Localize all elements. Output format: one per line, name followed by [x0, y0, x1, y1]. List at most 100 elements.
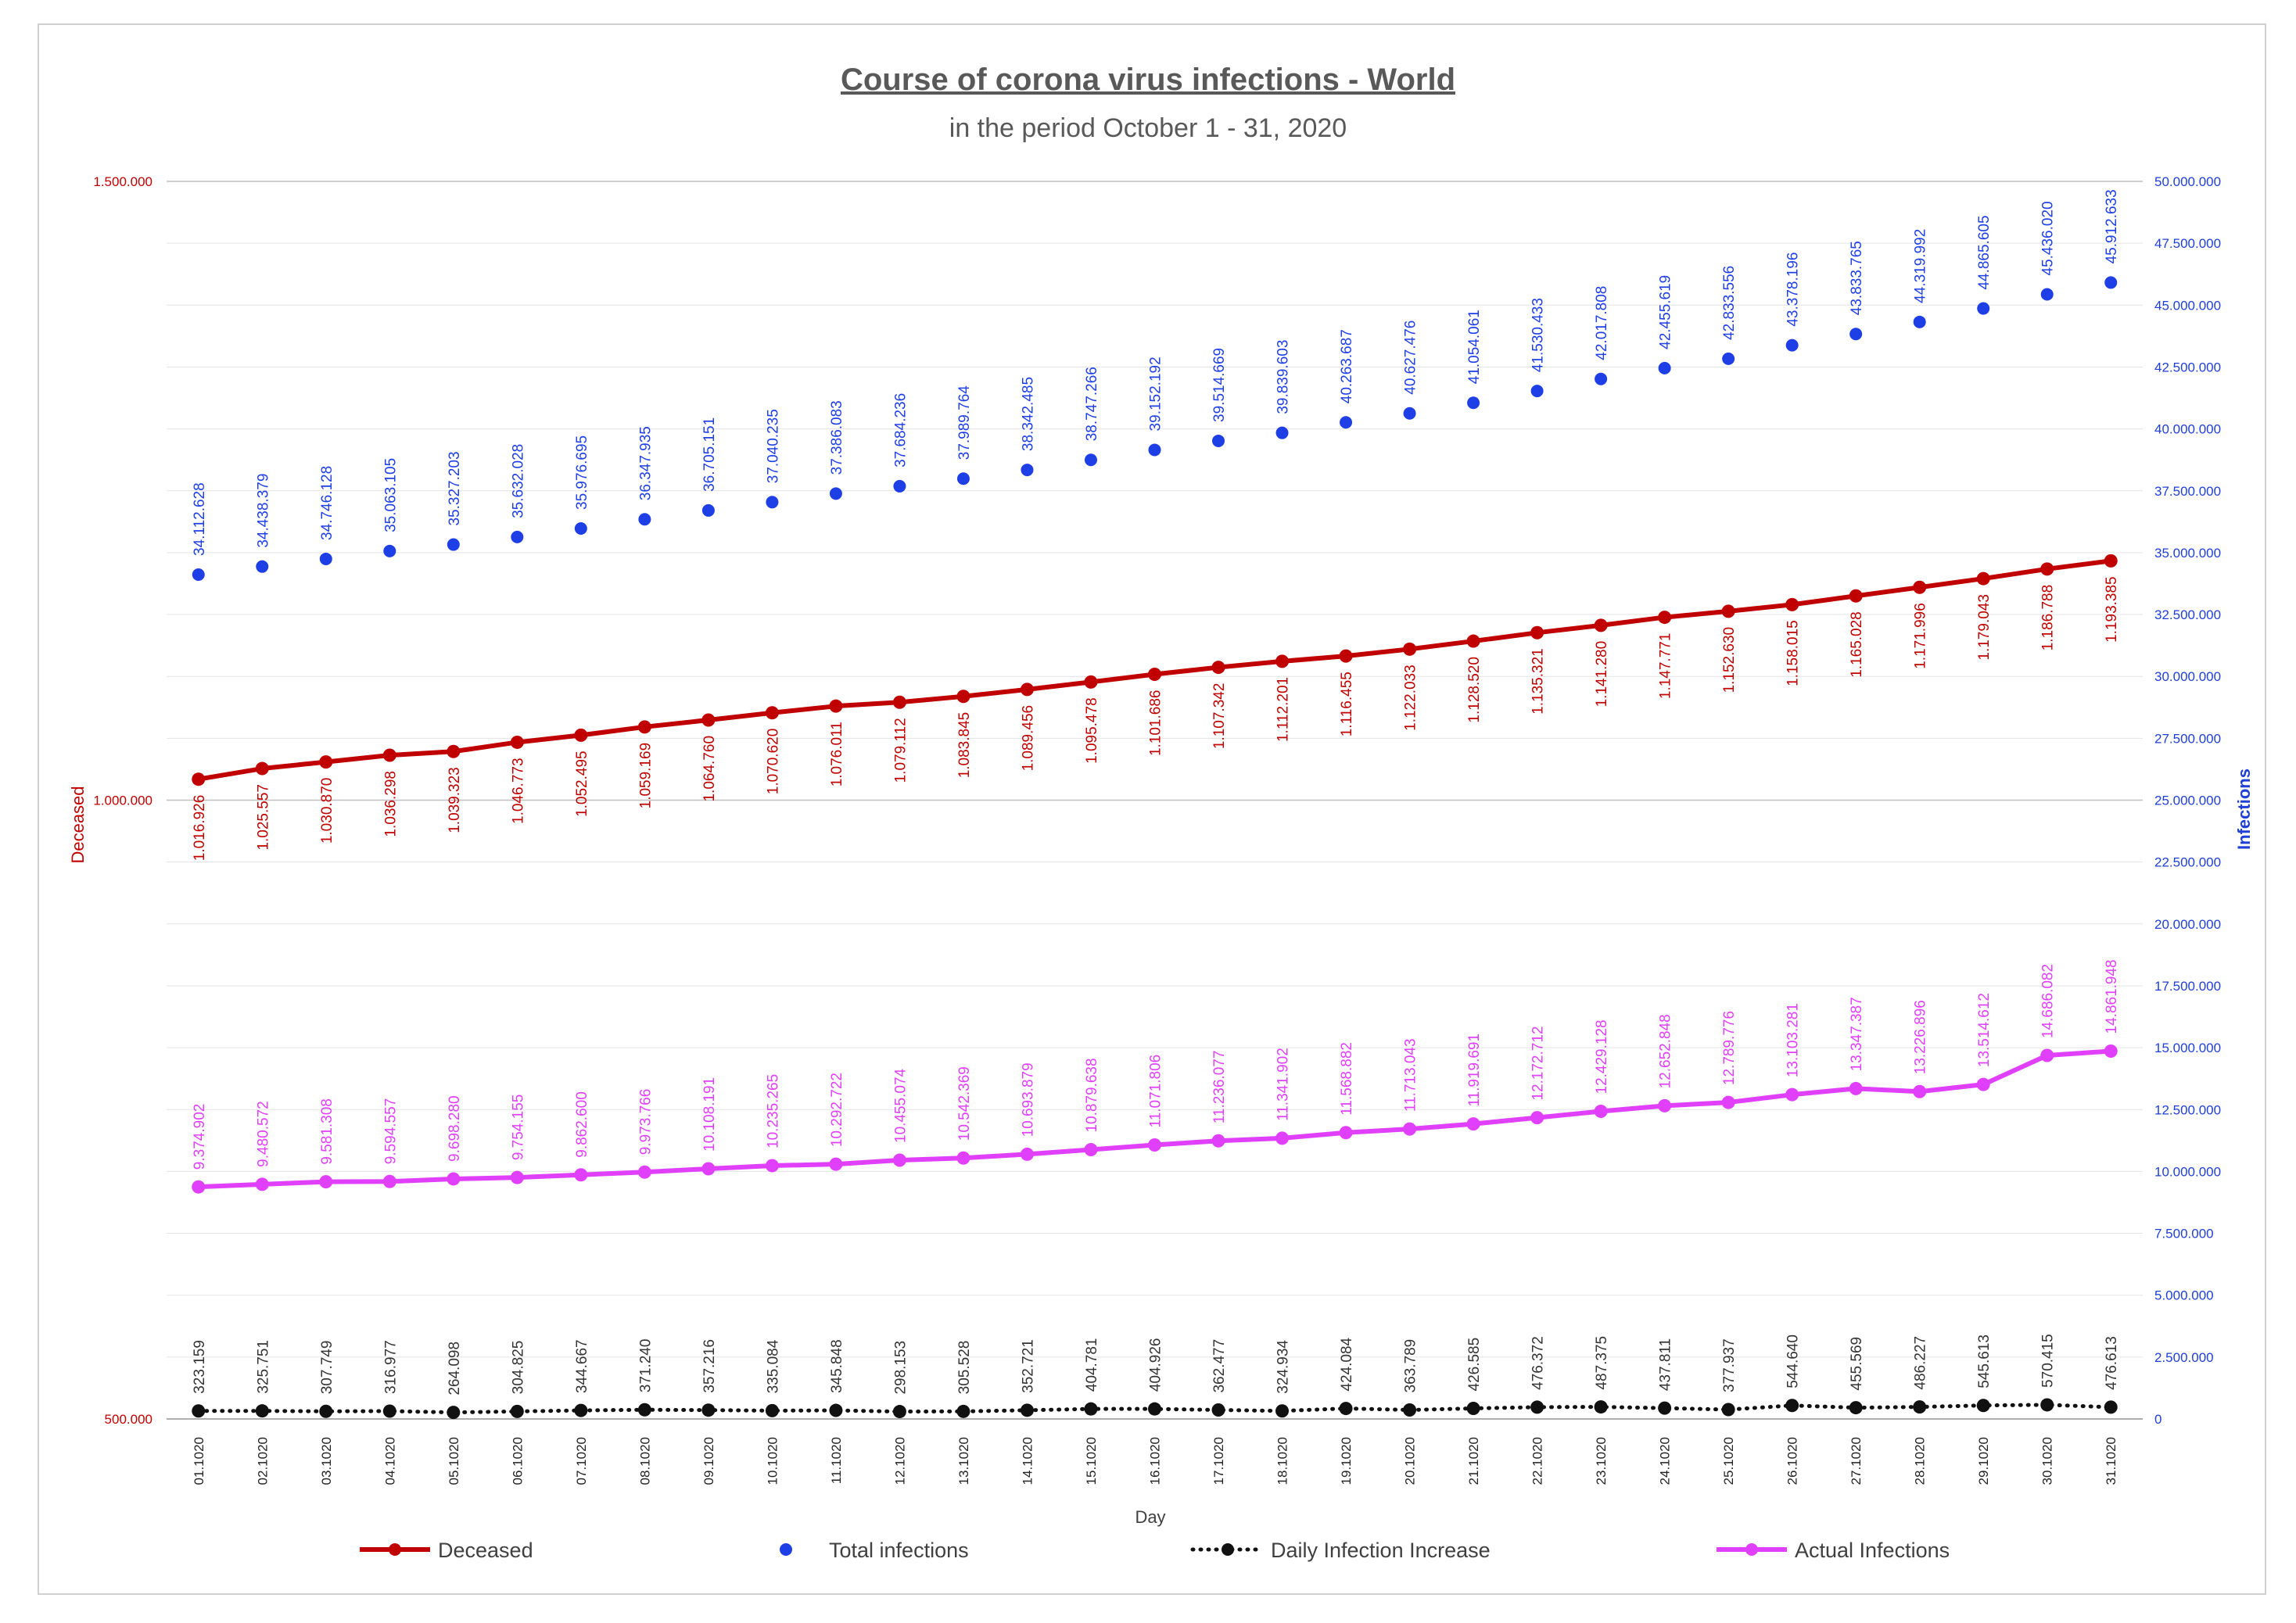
x-tick-label: 02.1020 — [255, 1437, 270, 1485]
right-tick-label: 17.500.000 — [2154, 979, 2221, 994]
data-point — [510, 735, 524, 749]
legend-item-daily-infection-increase: Daily Infection Increase — [1190, 1539, 1491, 1562]
data-point — [1785, 1399, 1799, 1413]
data-label: 39.839.603 — [1275, 340, 1292, 414]
data-label: 14.686.082 — [2040, 964, 2057, 1038]
right-tick-label: 12.500.000 — [2154, 1102, 2221, 1117]
x-tick-label: 23.1020 — [1594, 1437, 1609, 1485]
data-point — [1148, 443, 1161, 457]
data-label: 43.378.196 — [1785, 253, 1802, 327]
data-point — [1976, 571, 1990, 586]
data-label: 12.789.776 — [1721, 1011, 1738, 1085]
data-point — [829, 1157, 843, 1171]
x-tick-label: 25.1020 — [1721, 1437, 1736, 1485]
data-label: 1.046.773 — [510, 758, 526, 824]
data-point — [1721, 1095, 1735, 1109]
data-point — [1211, 1134, 1225, 1148]
data-point — [765, 1403, 779, 1417]
data-point — [1084, 1402, 1098, 1416]
data-point — [1849, 1081, 1863, 1095]
data-label: 298.153 — [892, 1341, 909, 1395]
data-point — [1658, 1401, 1672, 1415]
data-point — [1530, 1400, 1544, 1414]
data-label: 35.976.695 — [574, 435, 590, 510]
data-point — [1530, 625, 1544, 640]
data-point — [1084, 675, 1098, 689]
right-tick-label: 22.500.000 — [2154, 855, 2221, 870]
data-label: 1.165.028 — [1849, 611, 1865, 678]
data-label: 1.141.280 — [1594, 641, 1610, 708]
data-point — [1722, 352, 1735, 365]
x-tick-label: 22.1020 — [1530, 1437, 1545, 1485]
series-daily-infection-increase: 323.159 325.751 307.749 316.977 264.098 304.8… — [192, 1334, 2120, 1420]
data-label: 9.862.600 — [574, 1091, 590, 1158]
data-point — [893, 479, 906, 493]
data-label: 13.347.387 — [1849, 997, 1865, 1071]
right-tick-label: 40.000.000 — [2154, 422, 2221, 437]
legend-label: Deceased — [438, 1539, 533, 1562]
data-point — [192, 772, 206, 786]
data-label: 404.781 — [1084, 1338, 1100, 1392]
x-tick-label: 17.1020 — [1211, 1437, 1226, 1485]
data-point — [1020, 683, 1034, 697]
right-tick-label: 42.500.000 — [2154, 360, 2221, 374]
data-label: 41.530.433 — [1530, 298, 1547, 372]
data-label: 39.152.192 — [1148, 356, 1164, 431]
data-label: 11.071.806 — [1148, 1055, 1164, 1128]
right-tick-label: 27.500.000 — [2154, 731, 2221, 746]
data-point — [447, 744, 461, 758]
data-point — [956, 690, 970, 704]
right-tick-label: 47.500.000 — [2154, 236, 2221, 251]
data-point — [1849, 1401, 1863, 1415]
data-point — [256, 560, 269, 573]
data-label: 1.016.926 — [192, 795, 208, 862]
data-point — [319, 755, 333, 769]
series-total-infections: 34.112.628 34.438.379 34.746.128 35.063.105… — [192, 189, 2120, 581]
data-point — [956, 472, 970, 485]
data-point — [701, 1162, 716, 1176]
data-point — [447, 1172, 461, 1186]
data-point — [1403, 407, 1416, 420]
x-tick-label: 29.1020 — [1976, 1437, 1991, 1485]
data-label: 34.112.628 — [192, 482, 208, 556]
data-point — [765, 1159, 779, 1173]
data-label: 1.039.323 — [447, 767, 463, 833]
data-label: 42.833.556 — [1721, 266, 1738, 340]
data-label: 1.152.630 — [1721, 627, 1738, 693]
data-point — [1339, 649, 1353, 663]
data-label: 13.103.281 — [1785, 1003, 1802, 1077]
data-point — [1211, 661, 1225, 675]
data-point — [1530, 1111, 1544, 1125]
data-point — [1403, 1122, 1417, 1136]
data-label: 545.613 — [1976, 1335, 1993, 1388]
chart-subtitle: in the period October 1 - 31, 2020 — [949, 113, 1347, 143]
data-point — [1403, 642, 1417, 656]
data-label: 324.934 — [1275, 1340, 1292, 1394]
data-point — [1785, 1087, 1799, 1102]
legend: Deceased Total infections Daily Infection … — [360, 1539, 1950, 1562]
data-label: 11.236.077 — [1211, 1051, 1228, 1124]
data-point — [1658, 1098, 1672, 1112]
data-label: 12.652.848 — [1658, 1014, 1674, 1088]
data-point — [574, 521, 587, 535]
data-point — [383, 544, 396, 557]
data-label: 1.186.788 — [2040, 585, 2057, 651]
x-tick-label: 30.1020 — [2040, 1437, 2055, 1485]
data-point — [1148, 1402, 1161, 1416]
x-tick-label: 03.1020 — [319, 1437, 334, 1485]
data-point — [1913, 580, 1927, 594]
data-point — [1594, 1104, 1608, 1118]
data-label: 352.721 — [1020, 1339, 1036, 1393]
data-label: 335.084 — [765, 1339, 781, 1393]
right-tick-label: 35.000.000 — [2154, 546, 2221, 561]
right-tick-label: 50.000.000 — [2154, 174, 2221, 189]
x-tick-label: 20.1020 — [1403, 1437, 1418, 1485]
data-point — [319, 552, 332, 565]
data-label: 44.865.605 — [1976, 215, 1993, 289]
data-label: 1.135.321 — [1530, 648, 1547, 715]
data-point — [382, 748, 396, 762]
data-point — [510, 1170, 524, 1184]
series-actual-infections: 9.374.902 9.480.572 9.581.308 9.594.557 9.69… — [192, 959, 2120, 1194]
data-point — [1849, 328, 1863, 341]
x-tick-label: 09.1020 — [701, 1437, 716, 1485]
